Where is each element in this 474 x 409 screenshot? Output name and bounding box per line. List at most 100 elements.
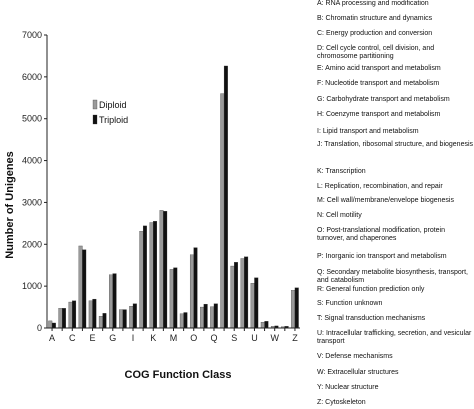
bar-triploid-U [254,277,259,329]
cog-legend-item: P: Inorganic ion transport and metabolis… [317,253,447,260]
bar-diploid-S [230,265,235,329]
bar-diploid-G [109,274,113,329]
bars-group [48,65,299,329]
legend-swatch-diploid [92,99,98,110]
bar-diploid-V [260,321,265,329]
bar-diploid-Q [210,306,215,329]
x-tick-label: O [190,333,197,343]
bar-diploid-Z [291,290,296,329]
x-tick-label: E [90,333,96,343]
cog-legend-item: L: Replication, recombination, and repai… [317,183,443,190]
x-tick-label: M [170,333,178,343]
cog-legend-item: F: Nucleotide transport and metabolism [317,80,440,87]
legend-label-diploid: Diploid [99,100,127,110]
x-tick-label: Q [210,333,217,343]
bar-triploid-P [203,303,208,329]
x-tick-label: W [270,333,279,343]
bar-triploid-K [153,221,158,329]
x-tick-label: G [109,333,116,343]
legend-swatch-triploid [92,114,98,125]
x-tick-label: S [231,333,237,343]
legend-label-triploid: Triploid [99,115,128,125]
cog-legend-item: T: Signal transduction mechanisms [317,315,426,322]
bar-triploid-J [142,225,147,329]
y-ticks-group: 0 1000 2000 3000 4000 5000 6000 7000 [22,30,47,333]
cog-legend-item: V: Defense mechanisms [317,353,393,360]
bar-diploid-D [78,245,83,329]
bar-triploid-N [183,312,188,329]
cog-legend-item: Z: Cytoskeleton [317,399,366,406]
bar-diploid-C [68,301,73,329]
bar-diploid-L [159,210,164,329]
bar-triploid-A [51,322,56,329]
cog-legend-item: S: Function unknown [317,300,383,307]
bar-triploid-B [62,308,66,329]
bar-diploid-K [149,222,154,329]
y-tick-label: 6000 [22,72,42,82]
cog-legend-item: G: Carbohydrate transport and metabolism [317,96,450,103]
bar-triploid-G [112,273,117,329]
cog-legend-item: O: Post-translational modification, prot… [317,227,446,242]
cog-legend-item: U: Intracellular trafficking, secretion,… [317,330,472,345]
bar-diploid-O [189,254,194,329]
cog-legend-item: H: Coenzyme transport and metabolism [317,111,441,118]
bar-triploid-E [92,298,97,329]
bar-triploid-M [173,267,178,329]
bar-triploid-D [82,249,87,329]
y-tick-label: 3000 [22,197,42,207]
cog-legend-item: M: Cell wall/membrane/envelope biogenesi… [317,197,454,204]
x-tick-label: Z [292,333,298,343]
bar-triploid-F [102,313,107,329]
cog-legend-item: A: RNA processing and modification [317,0,429,7]
cog-legend-item: K: Transcription [317,168,366,175]
x-tick-label: K [150,333,156,343]
cog-legend-item: R: General function prediction only [317,286,425,293]
bar-diploid-P [200,306,205,329]
bar-diploid-R [220,93,225,329]
y-axis-title: Number of Unigenes [4,151,16,259]
bar-diploid-E [88,300,93,329]
cog-legend-item: Y: Nuclear structure [317,384,379,391]
bar-diploid-A [48,320,53,329]
cog-legend-item: C: Energy production and conversion [317,30,433,37]
bar-triploid-T [244,256,249,329]
cog-legend-item: I: Lipid transport and metabolism [317,128,419,135]
y-tick-label: 5000 [22,114,42,124]
y-tick-label: 0 [37,323,42,333]
x-tick-label: U [251,333,258,343]
x-tick-label: A [49,333,55,343]
x-axis-title: COG Function Class [125,369,232,381]
bar-triploid-I [132,303,137,329]
cog-legend-item: W: Extracellular structures [317,369,399,376]
bar-diploid-T [240,258,245,329]
bar-diploid-J [139,231,144,329]
bar-triploid-O [193,247,198,329]
bar-triploid-S [234,262,238,329]
cog-legend-item: E: Amino acid transport and metabolism [317,65,441,72]
bar-diploid-B [58,308,63,329]
bar-diploid-U [250,283,255,329]
bar-triploid-V [264,321,269,329]
cog-legend-item: D: Cell cycle control, cell division, an… [317,45,435,60]
cog-legend-item: N: Cell motility [317,212,362,219]
x-tick-label: C [69,333,76,343]
bar-triploid-R [223,65,228,329]
bar-triploid-H [122,309,127,329]
y-tick-label: 1000 [22,281,42,291]
bar-triploid-L [163,211,168,329]
bar-triploid-Q [213,303,218,329]
bar-diploid-F [98,316,103,329]
y-tick-label: 7000 [22,30,42,40]
cog-legend-item: J: Translation, ribosomal structure, and… [317,141,474,148]
bar-triploid-Z [294,287,299,329]
cog-legend-item: B: Chromatin structure and dynamics [317,15,433,22]
bar-diploid-H [119,309,124,329]
bar-diploid-I [129,306,134,329]
bar-diploid-N [179,313,184,329]
bar-diploid-M [169,269,174,329]
x-tick-label: I [132,333,135,343]
cog-legend-item: Q: Secondary metabolite biosynthesis, tr… [317,269,468,284]
bar-triploid-C [72,300,77,329]
